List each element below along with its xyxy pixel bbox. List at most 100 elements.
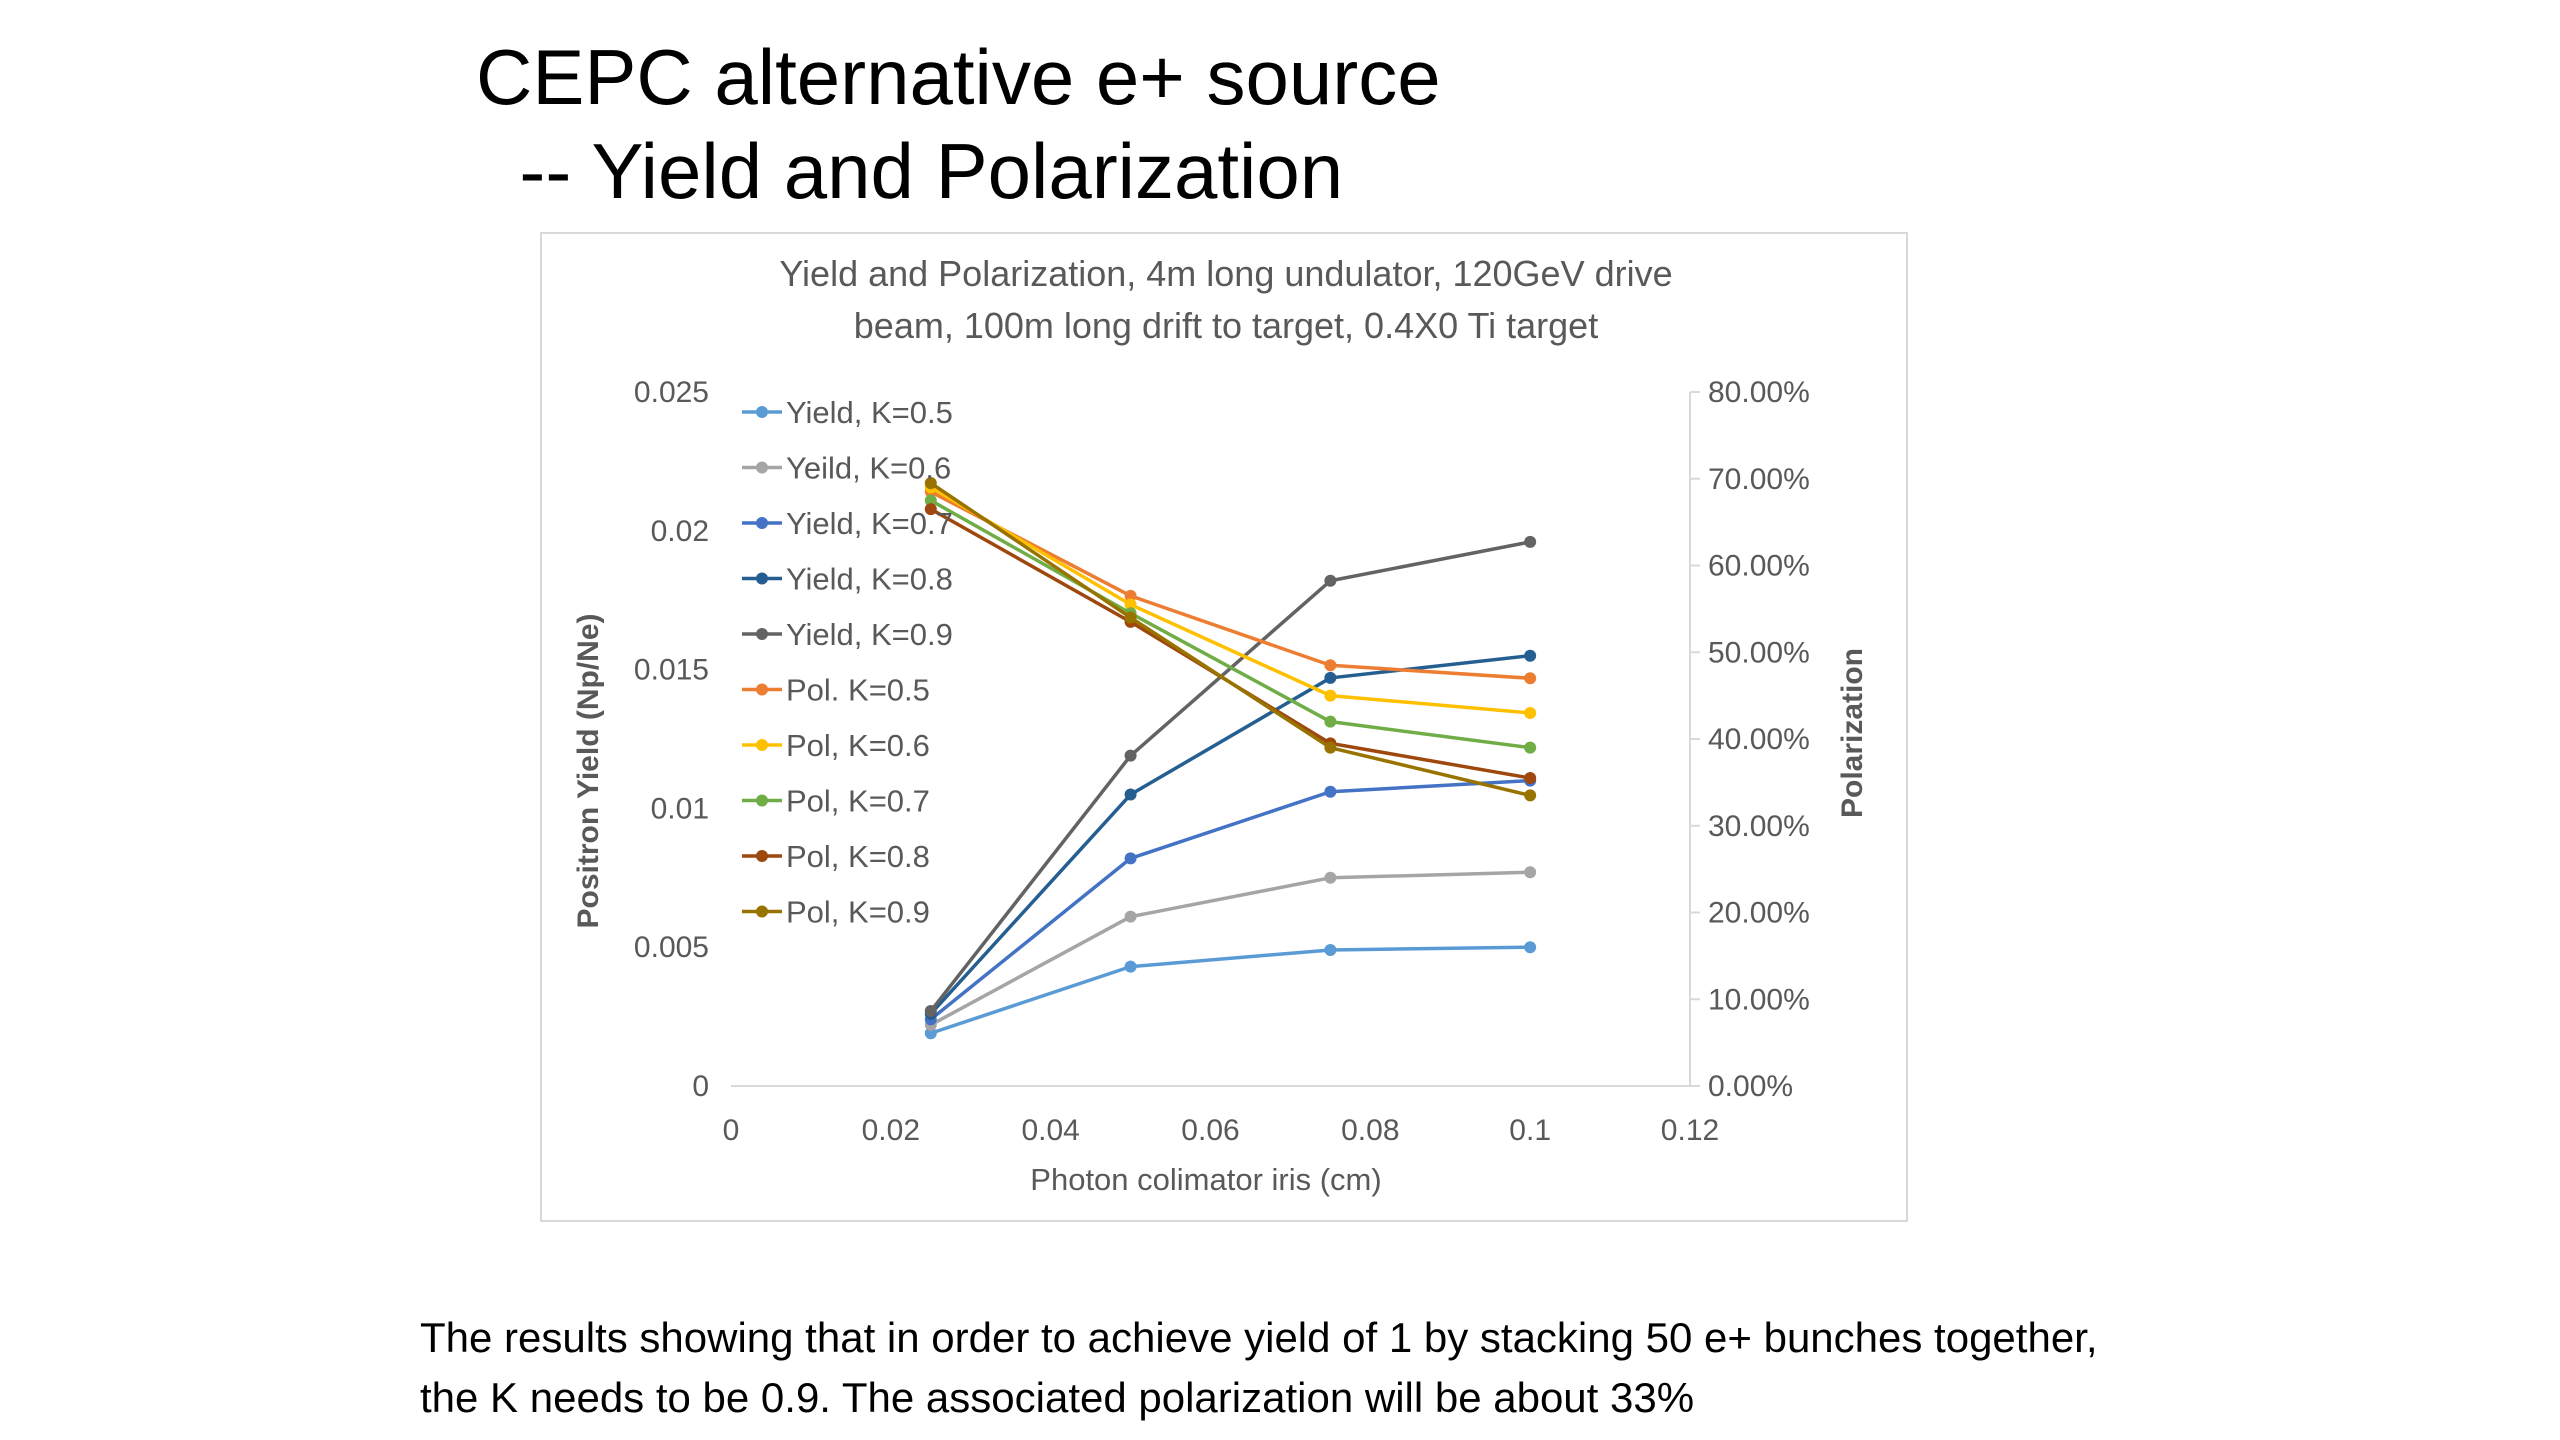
series-line <box>929 490 1531 681</box>
legend-label: Pol, K=0.7 <box>786 784 930 819</box>
y-tick-label: 0.01 <box>651 792 709 825</box>
legend-label: Yield, K=0.8 <box>786 562 953 597</box>
y2-tick-label: 80.00% <box>1708 376 1810 409</box>
data-point <box>1324 689 1337 702</box>
legend-label: Yeild, K=0.6 <box>786 451 951 486</box>
data-point <box>1524 866 1537 879</box>
slide-title-line1: CEPC alternative e+ source <box>476 33 1441 121</box>
legend-swatch-marker <box>756 683 768 696</box>
legend-item: Yield, K=0.5 <box>742 395 953 430</box>
y-axis-label: Positron Yield (Np/Ne) <box>572 613 605 928</box>
legend-item: Yield, K=0.8 <box>742 562 953 597</box>
y2-tick-label: 20.00% <box>1708 897 1810 930</box>
legend-item: Yield, K=0.9 <box>742 617 953 652</box>
data-point <box>1324 574 1337 587</box>
data-point <box>1324 785 1337 798</box>
series-line <box>930 945 1531 1035</box>
data-point <box>1124 598 1137 611</box>
data-point <box>1524 649 1537 662</box>
legend-item: Pol, K=0.6 <box>742 728 930 763</box>
legend-swatch-marker <box>756 739 768 751</box>
legend-swatch-marker <box>756 850 768 862</box>
y2-tick-label: 30.00% <box>1708 810 1810 843</box>
y2-tick-label: 50.00% <box>1708 636 1810 669</box>
legend-label: Yield, K=0.7 <box>786 506 953 541</box>
legend-swatch-marker <box>756 905 768 918</box>
y-tick-label: 0.02 <box>651 515 709 548</box>
caption-line1: The results showing that in order to ach… <box>420 1314 2098 1361</box>
y2-tick-label: 0.00% <box>1708 1070 1793 1103</box>
legend-swatch-marker <box>756 572 768 585</box>
series-line <box>929 485 1531 715</box>
series-line <box>929 870 1531 1027</box>
series-8 <box>924 494 1537 754</box>
series-9 <box>924 503 1537 785</box>
data-point <box>1524 772 1537 785</box>
series-4 <box>924 649 1537 1020</box>
legend-label: Pol, K=0.9 <box>786 895 930 930</box>
legend-label: Yield, K=0.9 <box>786 617 953 652</box>
yield-polarization-chart: Yield and Polarization, 4m long undulato… <box>572 253 1869 1197</box>
data-point <box>1124 910 1137 923</box>
data-point <box>1124 960 1137 973</box>
x-tick-label: 0.08 <box>1341 1114 1399 1147</box>
x-tick-label: 0 <box>723 1114 740 1147</box>
legend-item: Pol, K=0.8 <box>742 839 930 874</box>
legend-label: Pol, K=0.8 <box>786 839 930 874</box>
data-point <box>1524 672 1537 685</box>
data-point <box>1124 749 1137 762</box>
data-point <box>1124 589 1137 602</box>
data-point <box>1324 943 1337 956</box>
legend-item: Pol, K=0.9 <box>742 895 930 930</box>
data-point <box>1524 789 1537 802</box>
legend-item: Pol, K=0.7 <box>742 784 930 819</box>
data-point <box>1324 715 1337 728</box>
series-layer <box>924 477 1537 1040</box>
y-tick-label: 0.015 <box>634 654 709 687</box>
axes-layer: 0 0.02 0.04 0.06 0.08 0.1 0.12 0 0.005 0.01 0.015 0… <box>634 376 1810 1147</box>
x-tick-label: 0.02 <box>862 1114 920 1147</box>
legend-label: Pol, K=0.6 <box>786 728 930 763</box>
data-point <box>1324 871 1337 884</box>
data-point <box>1524 741 1537 754</box>
data-point <box>1324 659 1337 672</box>
legend-swatch-marker <box>756 461 768 474</box>
chart-frame: Yield and Polarization, 4m long undulato… <box>540 232 1908 1222</box>
y2-axis-label: Polarization <box>1836 648 1869 818</box>
data-point <box>924 477 937 490</box>
y-tick-label: 0 <box>692 1070 709 1103</box>
y-tick-label: 0.005 <box>634 931 709 964</box>
slide-title: CEPC alternative e+ source -- Yield and … <box>476 30 1441 218</box>
data-point <box>1324 671 1337 684</box>
x-tick-label: 0.1 <box>1509 1114 1551 1147</box>
data-point <box>1524 706 1537 719</box>
data-point <box>1524 535 1537 548</box>
data-point <box>924 494 937 507</box>
legend-swatch-marker <box>756 794 768 807</box>
chart-title-line1: Yield and Polarization, 4m long undulato… <box>779 253 1672 294</box>
data-point <box>1124 611 1137 624</box>
x-tick-label: 0.12 <box>1661 1114 1719 1147</box>
legend-swatch-marker <box>756 406 768 418</box>
legend-swatch-marker <box>756 628 768 640</box>
series-10 <box>924 477 1537 802</box>
y2-tick-label: 10.00% <box>1708 983 1810 1016</box>
series-6 <box>924 485 1537 685</box>
legend-label: Yield, K=0.5 <box>786 395 953 430</box>
y2-tick-label: 60.00% <box>1708 550 1810 583</box>
series-1 <box>924 941 1537 1040</box>
legend-item: Yield, K=0.7 <box>742 506 953 541</box>
x-tick-label: 0.06 <box>1181 1114 1239 1147</box>
data-point <box>924 1027 937 1040</box>
data-point <box>1324 741 1337 754</box>
series-line <box>929 498 1531 750</box>
data-point <box>1124 788 1137 801</box>
x-axis-label: Photon colimator iris (cm) <box>1030 1162 1381 1197</box>
data-point <box>1124 852 1137 865</box>
legend-swatch-marker <box>756 517 768 529</box>
legend-item: Yeild, K=0.6 <box>742 451 951 486</box>
chart-title-line2: beam, 100m long drift to target, 0.4X0 T… <box>854 305 1598 346</box>
caption-line2: the K needs to be 0.9. The associated po… <box>420 1374 1695 1421</box>
legend: Yield, K=0.5 Yeild, K=0.6 Yield, K=0.7 Yiel… <box>742 395 953 930</box>
series-line <box>929 481 1531 798</box>
